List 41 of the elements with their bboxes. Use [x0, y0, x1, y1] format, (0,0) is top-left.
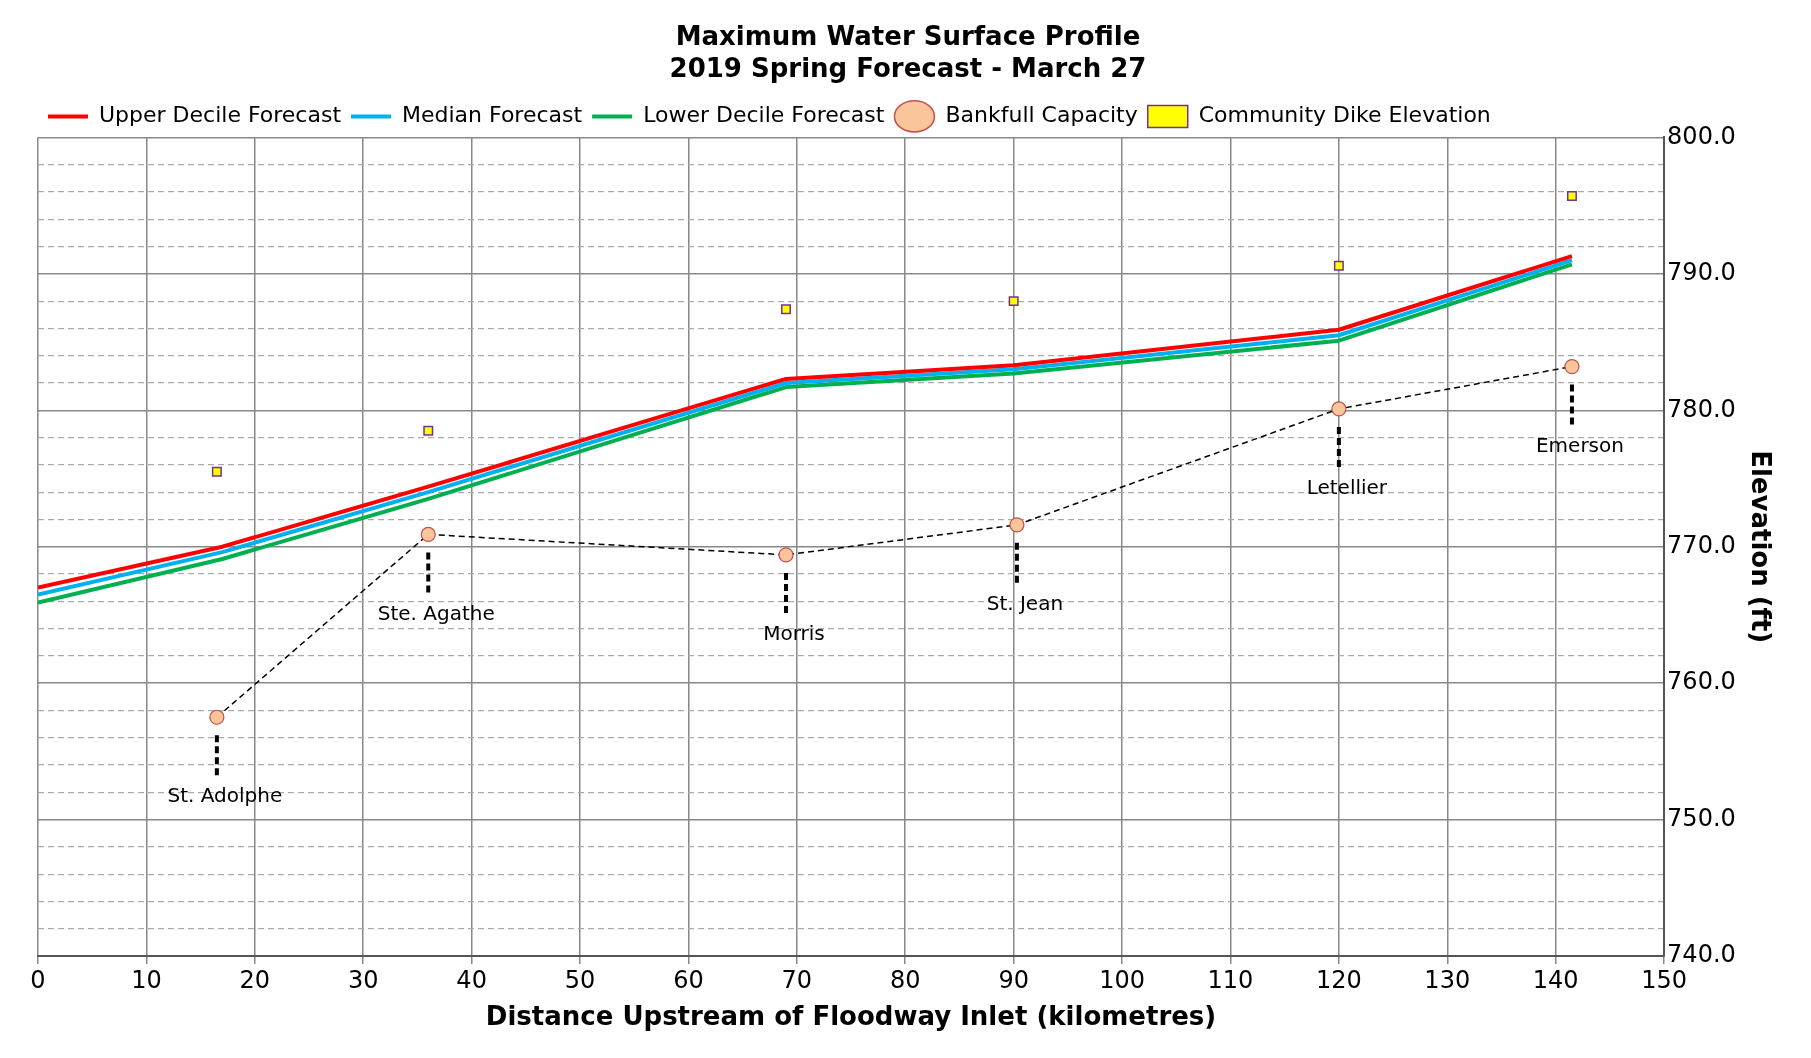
- annotation: Letellier: [1306, 475, 1388, 500]
- annotation: Emerson: [1535, 432, 1624, 457]
- x-tick-label: 60: [673, 965, 704, 994]
- x-tick-label: 100: [1099, 965, 1145, 994]
- y-tick-label: 780.0: [1667, 394, 1736, 423]
- y-tick-label: 790.0: [1667, 258, 1736, 287]
- x-axis-title: Distance Upstream of Floodway Inlet (kilometres): [485, 1001, 1217, 1032]
- y-tick-label: 770.0: [1667, 530, 1736, 559]
- legend-label: Community Dike Elevation: [1198, 102, 1491, 128]
- point: [1008, 296, 1019, 307]
- annotation: St. Adolphe: [167, 783, 283, 808]
- point: [1566, 191, 1577, 202]
- x-tick-label: 50: [564, 965, 596, 994]
- x-tick-label: 0: [30, 965, 46, 994]
- annotation: Ste. Agathe: [377, 600, 495, 625]
- x-tick-label: 40: [456, 965, 487, 994]
- y-tick-label: 760.0: [1667, 667, 1736, 696]
- x-tick-label: 80: [889, 965, 921, 994]
- x-tick-label: 10: [131, 965, 162, 994]
- y-tick-label: 750.0: [1667, 803, 1736, 832]
- point: [211, 466, 222, 477]
- point: [1333, 260, 1344, 271]
- x-tick-label: 20: [239, 965, 271, 994]
- x-tick-label: 140: [1532, 965, 1579, 994]
- legend-label: Upper Decile Forecast: [99, 102, 342, 128]
- legend-label: Bankfull Capacity: [945, 102, 1138, 128]
- legend-label: Median Forecast: [402, 102, 583, 128]
- point: [423, 425, 434, 436]
- x-tick-label: 30: [347, 965, 379, 994]
- annotation: St. Jean: [986, 591, 1064, 616]
- legend-label: Lower Decile Forecast: [643, 102, 885, 128]
- point: [781, 304, 791, 315]
- annotation: Morris: [763, 621, 825, 646]
- x-tick-label: 90: [998, 965, 1029, 994]
- y-tick-label: 800.0: [1667, 121, 1736, 150]
- x-tick-label: 120: [1315, 965, 1362, 994]
- x-tick-label: 130: [1424, 965, 1471, 994]
- y-axis-title: Elevation (ft): [1745, 450, 1776, 644]
- x-tick-label: 70: [781, 965, 813, 994]
- x-tick-label: 110: [1207, 965, 1254, 994]
- chart-title: Maximum Water Surface Profile 2019 Spring Forecast - March 27: [669, 21, 1147, 83]
